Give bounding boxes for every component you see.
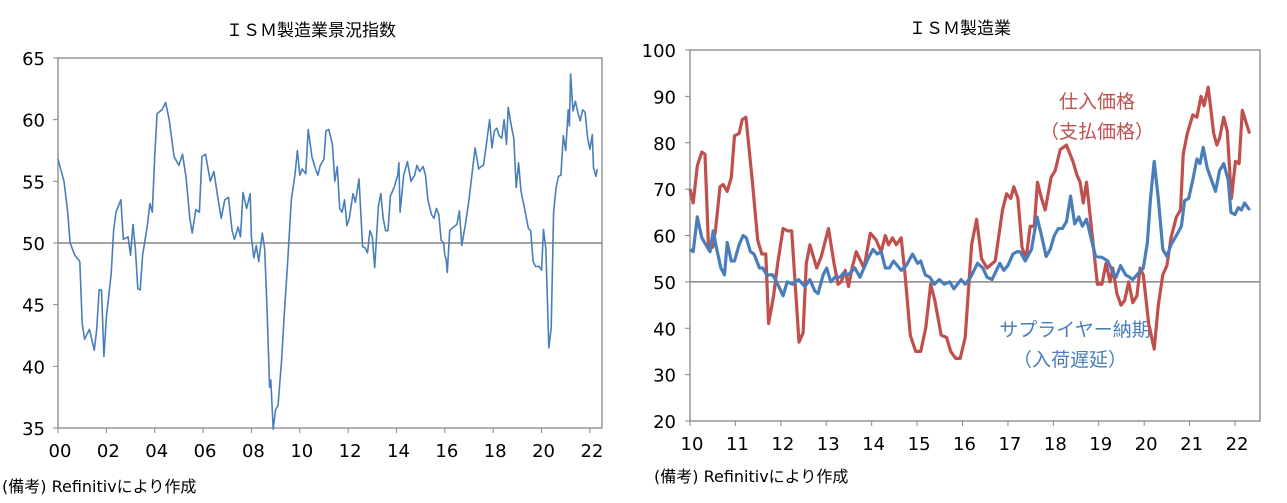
- y-tick-label: 50: [653, 273, 676, 294]
- x-tick-label: 20: [532, 441, 555, 462]
- x-tick-label: 14: [387, 441, 410, 462]
- y-tick-label: 60: [22, 111, 45, 132]
- y-tick-label: 35: [22, 419, 45, 440]
- y-tick-label: 65: [22, 49, 45, 70]
- series-sublabel-supplier-deliveries: （入荷遅延）: [1013, 349, 1127, 371]
- x-tick-label: 10: [681, 434, 704, 455]
- x-tick-label: 10: [290, 441, 313, 462]
- x-tick-label: 12: [771, 434, 794, 455]
- source-note: (備考) Refinitivにより作成: [654, 467, 848, 486]
- chart-title: ＩＳＭ製造業景況指数: [226, 21, 396, 41]
- series-label-prices-paid: 仕入価格: [1059, 91, 1135, 113]
- x-tick-label: 20: [1135, 434, 1158, 455]
- y-tick-label: 90: [653, 87, 676, 108]
- y-tick-label: 40: [22, 357, 45, 378]
- series-line-1: [689, 145, 1251, 298]
- y-tick-label: 45: [22, 296, 45, 317]
- chart-title: ＩＳＭ製造業: [909, 19, 1011, 39]
- y-tick-label: 55: [22, 172, 45, 193]
- x-tick-label: 02: [97, 441, 120, 462]
- y-tick-label: 80: [653, 134, 676, 155]
- x-tick-label: 11: [726, 434, 749, 455]
- x-tick-label: 21: [1180, 434, 1203, 455]
- x-tick-label: 14: [862, 434, 885, 455]
- x-tick-label: 08: [242, 441, 265, 462]
- x-tick-label: 06: [194, 441, 217, 462]
- x-tick-label: 19: [1089, 434, 1112, 455]
- series-line-0: [688, 85, 1252, 360]
- x-tick-label: 18: [484, 441, 507, 462]
- series-sublabel-prices-paid: （支払価格）: [1040, 121, 1154, 143]
- y-tick-label: 100: [642, 41, 676, 62]
- x-tick-label: 12: [339, 441, 362, 462]
- y-tick-label: 70: [653, 180, 676, 201]
- x-tick-label: 22: [580, 441, 603, 462]
- source-note: (備考) Refinitivにより作成: [2, 477, 196, 496]
- y-tick-label: 50: [22, 234, 45, 255]
- y-tick-label: 20: [653, 412, 676, 433]
- x-tick-label: 17: [998, 434, 1021, 455]
- series-line-0: [57, 73, 598, 430]
- x-tick-label: 15: [908, 434, 931, 455]
- x-tick-label: 16: [953, 434, 976, 455]
- ism-pmi-chart: ＩＳＭ製造業景況指数 (備考) Refinitivにより作成 35 40 45 50 5…: [2, 21, 603, 496]
- y-tick-label: 40: [653, 319, 676, 340]
- x-tick-label: 16: [435, 441, 458, 462]
- series-label-supplier-deliveries: サプライヤー納期: [999, 319, 1150, 341]
- ism-components-chart: ＩＳＭ製造業 (備考) Refinitivにより作成 仕入価格 （支払価格） サ…: [642, 19, 1261, 486]
- x-tick-label: 18: [1044, 434, 1067, 455]
- x-tick-label: 04: [145, 441, 168, 462]
- x-tick-label: 13: [817, 434, 840, 455]
- x-tick-label: 00: [49, 441, 72, 462]
- y-tick-label: 60: [653, 227, 676, 248]
- x-tick-label: 22: [1226, 434, 1249, 455]
- y-tick-label: 30: [653, 366, 676, 387]
